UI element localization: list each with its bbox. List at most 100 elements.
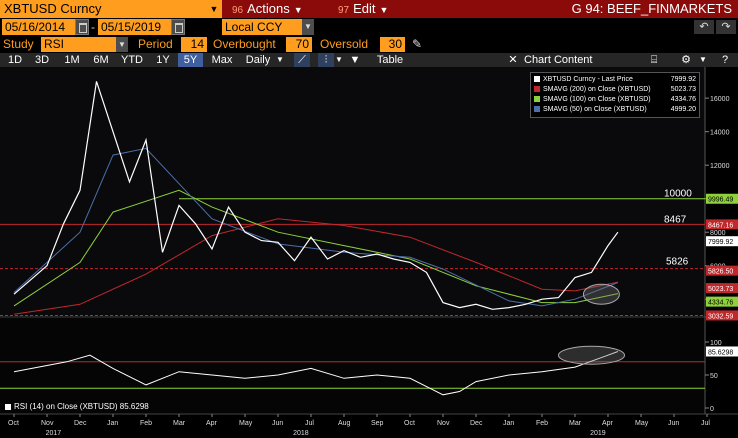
study-select[interactable]: RSI (41, 37, 116, 52)
axis-tag-label: 4334.76 (708, 300, 733, 307)
x-tick-label: Oct (8, 420, 19, 427)
chevron-down-icon: ▼ (379, 5, 389, 15)
legend-label: SMAVG (100) on Close (XBTUSD) (543, 96, 651, 103)
x-tick-label: Nov (437, 420, 450, 427)
chart-area[interactable]: 1600014000120001000080006000400010000846… (0, 67, 738, 438)
chart-content-button[interactable]: Chart Content (524, 54, 593, 66)
x-tick-label: Dec (74, 420, 87, 427)
chevron-down-icon[interactable]: ▼ (335, 55, 343, 64)
x-tick-label: Aug (338, 420, 351, 427)
end-date-input[interactable]: 05/15/2019 (98, 19, 171, 35)
actions-menu-number: 96 (232, 5, 244, 16)
x-tick-label: May (239, 420, 253, 427)
legend-swatch (5, 403, 11, 410)
calendar-icon[interactable] (171, 19, 185, 35)
undo-icon[interactable]: ↶ (694, 20, 714, 34)
x-tick-label: Jan (107, 420, 118, 427)
axis-tag (706, 310, 738, 321)
history-nav: ↶ ↷ (692, 20, 736, 34)
highlight-ellipse (582, 283, 620, 305)
chevron-down-icon[interactable]: ▼ (116, 37, 128, 52)
line-chart-icon[interactable]: ⟋ (294, 53, 310, 67)
currency-select[interactable]: Local CCY (222, 19, 302, 35)
period-input[interactable]: 14 (181, 37, 207, 52)
annotate-icon[interactable]: ⌸ (650, 54, 658, 66)
legend-label: XBTUSD Curncy - Last Price (543, 76, 633, 83)
price-line (13, 81, 619, 310)
period-button-1m[interactable]: 1M (64, 54, 80, 66)
legend-item-price: XBTUSD Curncy - Last Price 7999.92 (534, 75, 696, 85)
rsi-tick-label: 50 (710, 373, 718, 380)
edit-menu-number: 97 (338, 5, 350, 16)
period-button-5y[interactable]: 5Y (178, 53, 203, 67)
x-tick-label: Apr (602, 420, 614, 427)
x-tick-label: Jul (701, 420, 710, 427)
price-tick-label: 16000 (710, 96, 730, 103)
redo-icon[interactable]: ↷ (716, 20, 736, 34)
period-button-1d[interactable]: 1D (7, 54, 23, 66)
overbought-input[interactable]: 70 (286, 37, 312, 52)
axis-tag-label: 85.6298 (708, 349, 733, 356)
chevron-down-icon: ▼ (293, 5, 303, 15)
pencil-icon[interactable]: ✎ (412, 37, 423, 51)
price-tick-label: 8000 (710, 230, 726, 237)
axis-tag-label: 8467.16 (708, 222, 733, 229)
table-button[interactable]: Table (376, 54, 404, 66)
period-button-ytd[interactable]: YTD (121, 54, 143, 66)
x-tick-label: Jun (272, 420, 283, 427)
x-tick-label: Jul (305, 420, 314, 427)
legend-swatch (534, 86, 540, 93)
axis-tag-label: 5023.73 (708, 286, 733, 293)
chevron-down-icon[interactable]: ▼ (349, 54, 361, 66)
annotation-8467: 8467 (664, 214, 687, 225)
actions-menu[interactable]: 96 Actions ▼ (232, 0, 303, 18)
start-date-input[interactable]: 05/16/2014 (2, 19, 75, 35)
price-tick-label: 12000 (710, 163, 730, 170)
chart-legend: XBTUSD Curncy - Last Price 7999.92 SMAVG … (530, 72, 700, 118)
period-button-6m[interactable]: 6M (93, 54, 109, 66)
calendar-icon[interactable] (75, 19, 89, 35)
x-year-label: 2019 (590, 430, 606, 437)
chevron-down-icon[interactable]: ▼ (302, 19, 314, 35)
legend-item-sma50: SMAVG (50) on Close (XBTUSD) 4999.20 (534, 105, 696, 115)
x-tick-label: Sep (371, 420, 384, 427)
x-tick-label: Dec (470, 420, 483, 427)
x-tick-label: Oct (404, 420, 415, 427)
annotation-5826: 5826 (666, 257, 689, 268)
x-tick-label: Mar (173, 420, 186, 427)
settings-icon[interactable]: ⚙ (681, 54, 691, 66)
price-tick-label: 14000 (710, 130, 730, 137)
period-button-3d[interactable]: 3D (34, 54, 50, 66)
frequency-select[interactable]: Daily (245, 54, 271, 66)
legend-item-sma200: SMAVG (200) on Close (XBTUSD) 5023.73 (534, 85, 696, 95)
chevron-down-icon[interactable]: ▼ (209, 4, 219, 14)
wrench-icon[interactable]: ✕ (508, 54, 518, 66)
rsi-tick-label: 100 (710, 340, 722, 347)
chart-type-icon[interactable]: ⫶ (318, 53, 334, 67)
legend-value: 7999.92 (670, 76, 696, 83)
legend-value: 5023.73 (670, 86, 696, 93)
period-button-1y[interactable]: 1Y (156, 54, 170, 66)
chevron-down-icon[interactable]: ▼ (699, 55, 707, 64)
date-range-bar: 05/16/2014 - 05/15/2019 Local CCY ▼ ↶ ↷ (0, 18, 738, 36)
x-tick-label: Feb (536, 420, 548, 427)
title-bar: XBTUSD Curncy ▼ 96 Actions ▼ 97 Edit ▼ G 94:… (0, 0, 738, 18)
axis-tag-label: 3032.59 (708, 313, 733, 320)
chart-toolbar: 1D 3D 1M 6M YTD 1Y 5Y Max Daily ▼ ⟋ ⫶ ▼ … (0, 53, 738, 67)
rsi-legend: RSI (14) on Close (XBTUSD) 85.6298 (5, 402, 149, 412)
edit-menu[interactable]: 97 Edit ▼ (338, 0, 388, 18)
question-icon[interactable]: ? (721, 54, 729, 66)
x-year-label: 2017 (46, 430, 62, 437)
rsi-legend-label: RSI (14) on Close (XBTUSD) 85.6298 (14, 402, 149, 411)
oversold-input[interactable]: 30 (380, 37, 405, 52)
chevron-down-icon[interactable]: ▼ (276, 55, 284, 64)
security-field[interactable]: XBTUSD Curncy ▼ (0, 0, 222, 18)
period-button-max[interactable]: Max (211, 54, 233, 66)
oversold-label: Oversold (320, 37, 369, 51)
axis-tag-label: 9996.49 (708, 197, 733, 204)
price-rsi-chart[interactable]: 1600014000120001000080006000400010000846… (0, 67, 738, 438)
edit-menu-label: Edit (353, 1, 376, 16)
rsi-tick-label: 0 (710, 406, 714, 413)
sma50-line (13, 147, 619, 307)
overbought-label: Overbought (213, 37, 276, 51)
